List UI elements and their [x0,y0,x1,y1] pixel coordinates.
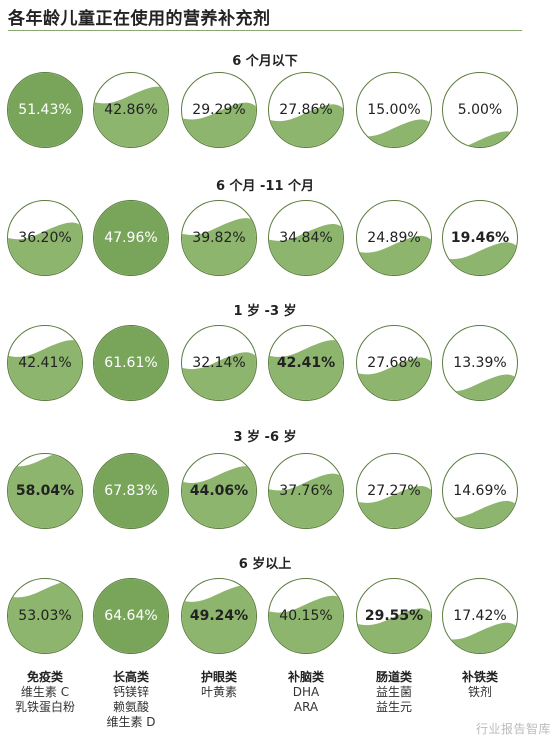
bubble-mark: 32.14% [181,325,257,401]
bubble-mark: 24.89% [356,200,432,276]
bubble-value-label: 42.41% [276,355,336,371]
bubble-value-label: 32.14% [192,355,246,371]
bubble-value-label: 64.64% [104,608,158,624]
bubble-mark: 44.06% [181,453,257,529]
bubble-value-label: 29.29% [192,102,246,118]
category-item: 益生元 [375,700,412,714]
bubble-mark: 34.84% [268,200,344,276]
bubble-mark: 29.29% [181,72,257,148]
bubble-value-label: 51.43% [18,102,72,118]
bubble-mark: 42.86% [93,72,169,148]
category-label: 护眼类 叶黄素 [169,670,269,700]
bubble-value-label: 37.76% [279,483,333,499]
bubble-value-label: 39.82% [192,230,246,246]
category-label: 肠道类 益生菌 益生元 [344,670,444,715]
bubble-value-label: 14.69% [453,483,507,499]
bubble-mark: 67.83% [93,453,169,529]
bubble-mark: 5.00% [442,72,518,148]
watermark: 行业报告智库 [475,722,551,736]
bubble-mark: 40.15% [268,578,344,654]
bubble-mark: 42.41% [7,325,83,401]
bubble-mark: 14.69% [442,453,518,529]
category-label: 补脑类 DHA ARA [256,670,356,715]
bubble-mark: 51.43% [7,72,83,148]
category-label: 长高类 钙镁锌 赖氨酸 维生素 D [81,670,181,730]
bubble-mark: 17.42% [442,578,518,654]
bubble-value-label: 19.46% [450,230,510,246]
group-title: 3 岁 -6 岁 [233,430,297,445]
category-item: DHA [292,685,320,699]
bubble-mark: 27.27% [356,453,432,529]
bubble-value-label: 5.00% [457,102,503,118]
group-title: 6 个月以下 [232,54,298,69]
category-item: ARA [293,700,319,714]
bubble-value-label: 58.04% [15,483,75,499]
bubble-value-label: 42.86% [104,102,158,118]
bubble-value-label: 47.96% [104,230,158,246]
category-item: 钙镁锌 [112,685,149,699]
category-item: 叶黄素 [200,685,237,699]
bubble-value-label: 15.00% [367,102,421,118]
category-name: 长高类 [112,670,149,684]
bubble-value-label: 36.20% [18,230,72,246]
bubble-value-label: 34.84% [279,230,333,246]
bubble-mark: 37.76% [268,453,344,529]
bubble-mark: 27.86% [268,72,344,148]
bubble-mark: 39.82% [181,200,257,276]
bubble-mark: 29.55% [356,578,432,654]
bubble-mark: 19.46% [442,200,518,276]
bubble-value-label: 27.86% [279,102,333,118]
bubble-value-label: 24.89% [367,230,421,246]
bubble-mark: 64.64% [93,578,169,654]
category-name: 护眼类 [200,670,237,684]
bubble-value-label: 42.41% [18,355,72,371]
category-item: 赖氨酸 [112,700,149,714]
bubble-mark: 53.03% [7,578,83,654]
category-name: 肠道类 [375,670,412,684]
bubble-value-label: 29.55% [364,608,424,624]
category-item: 铁剂 [467,685,492,699]
bubble-value-label: 27.68% [367,355,421,371]
bubble-value-label: 13.39% [453,355,507,371]
bubble-mark: 13.39% [442,325,518,401]
group-title: 1 岁 -3 岁 [233,304,297,319]
category-name: 免疫类 [26,670,63,684]
bubble-value-label: 53.03% [18,608,72,624]
bubble-value-label: 17.42% [453,608,507,624]
bubble-mark: 15.00% [356,72,432,148]
bubble-mark: 58.04% [7,453,83,529]
bubble-value-label: 27.27% [367,483,421,499]
category-item: 乳铁蛋白粉 [14,700,75,714]
bubble-mark: 49.24% [181,578,257,654]
bubble-mark: 27.68% [356,325,432,401]
bubble-mark: 61.61% [93,325,169,401]
bubble-value-label: 67.83% [104,483,158,499]
bubble-value-label: 44.06% [189,483,249,499]
chart-title: 各年龄儿童正在使用的营养补充剂 [8,9,271,29]
category-name: 补铁类 [461,670,498,684]
group-title: 6 个月 -11 个月 [215,179,315,194]
category-item: 维生素 C [20,685,70,699]
title-divider [8,30,522,31]
bubble-value-label: 40.15% [279,608,333,624]
category-item: 益生菌 [375,685,412,699]
category-item: 维生素 D [106,715,156,729]
bubble-value-label: 61.61% [104,355,158,371]
category-label: 补铁类 铁剂 [430,670,530,700]
bubble-mark: 42.41% [268,325,344,401]
bubble-mark: 47.96% [93,200,169,276]
category-name: 补脑类 [287,670,324,684]
group-title: 6 岁以上 [238,557,292,572]
bubble-value-label: 49.24% [189,608,249,624]
category-label: 免疫类 维生素 C 乳铁蛋白粉 [0,670,95,715]
bubble-mark: 36.20% [7,200,83,276]
